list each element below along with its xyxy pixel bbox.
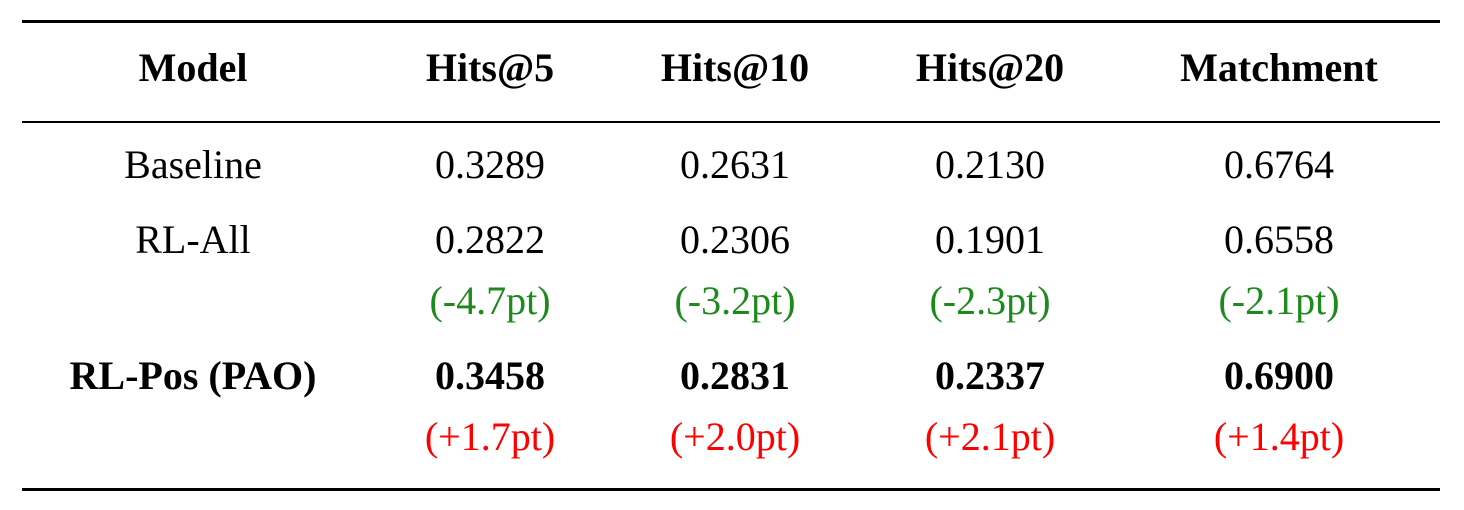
- metric-value: 0.2831: [680, 353, 790, 398]
- model-name: RL-Pos (PAO): [69, 353, 317, 398]
- header-cell: Matchment: [1180, 45, 1378, 90]
- header-cell: Hits@10: [660, 45, 810, 90]
- metric-value: 0.6764: [1224, 142, 1334, 187]
- metric-value: 0.6558: [1224, 217, 1334, 262]
- metric-delta: (+1.7pt): [424, 414, 556, 459]
- header-cell: Hits@5: [425, 45, 555, 90]
- metric-delta: (+2.1pt): [924, 414, 1056, 459]
- metric-value: 0.2130: [935, 142, 1045, 187]
- metric-value: 0.2337: [935, 353, 1045, 398]
- metric-value: 0.6900: [1224, 353, 1334, 398]
- header-cell: Model: [138, 45, 248, 90]
- metric-delta: (-3.2pt): [674, 278, 796, 323]
- metric-value: 0.2822: [435, 217, 545, 262]
- top-rule: [22, 20, 1440, 23]
- mid-rule: [22, 121, 1440, 123]
- metric-delta: (-2.1pt): [1218, 278, 1340, 323]
- metric-value: 0.3289: [435, 142, 545, 187]
- metric-delta: (-4.7pt): [429, 278, 551, 323]
- model-name: Baseline: [124, 142, 262, 187]
- metric-value: 0.1901: [935, 217, 1045, 262]
- header-cell: Hits@20: [915, 45, 1065, 90]
- metric-delta: (+2.0pt): [669, 414, 801, 459]
- metric-delta: (-2.3pt): [929, 278, 1051, 323]
- model-name: RL-All: [135, 217, 251, 262]
- metric-value: 0.3458: [435, 353, 545, 398]
- bottom-rule: [22, 488, 1440, 491]
- metric-value: 0.2631: [680, 142, 790, 187]
- metric-delta: (+1.4pt): [1213, 414, 1345, 459]
- metric-value: 0.2306: [680, 217, 790, 262]
